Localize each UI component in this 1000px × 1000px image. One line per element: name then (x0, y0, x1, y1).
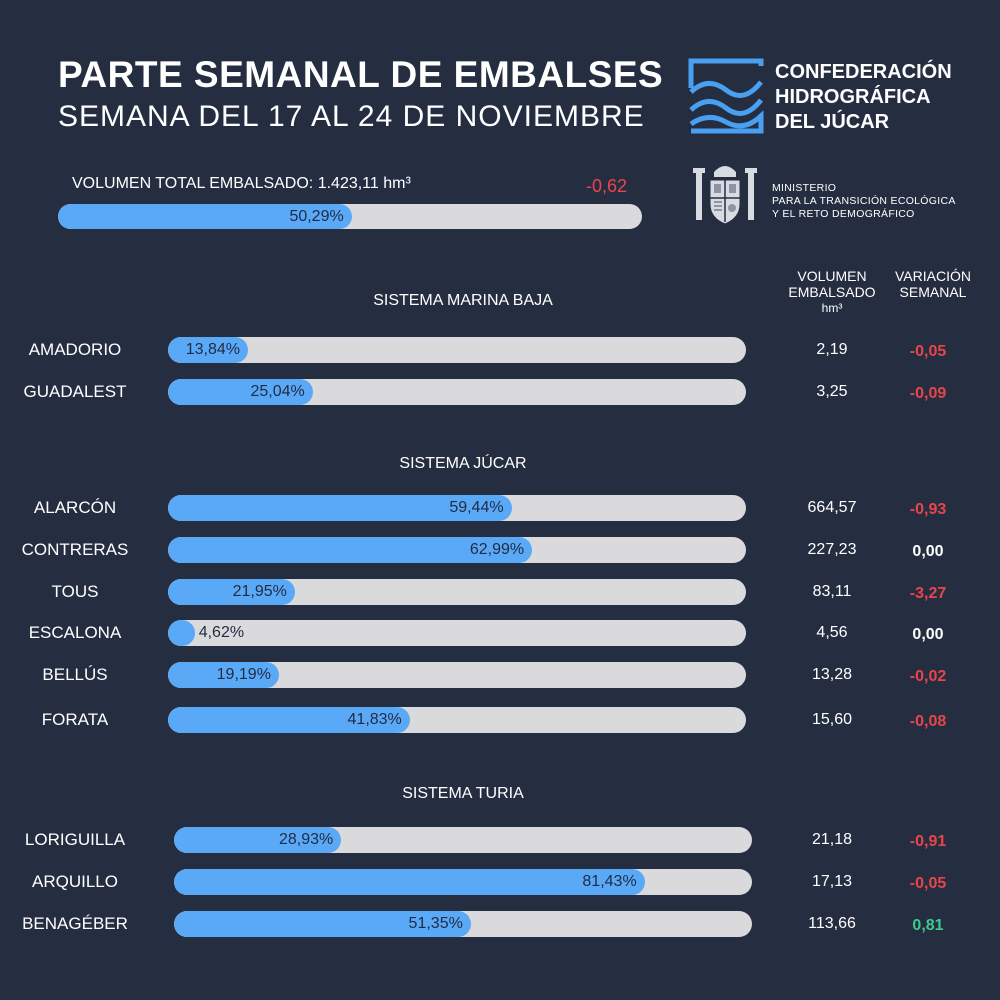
reservoir-name: ARQUILLO (32, 872, 118, 891)
chj-name-line: CONFEDERACIÓN (775, 61, 952, 83)
reservoir-name: ESCALONA (28, 623, 122, 642)
reservoir-volume: 113,66 (808, 915, 856, 932)
reservoir-percent-label: 19,19% (216, 666, 271, 683)
total-bar-fill (58, 204, 352, 229)
chj-name-line: DEL JÚCAR (775, 111, 890, 133)
reservoir-bar-track: 4,62% (168, 620, 746, 646)
reservoir-weekly-change: -3,27 (909, 585, 947, 602)
reservoir-bar-track: 62,99% (168, 537, 746, 563)
reservoir-weekly-change: -0,05 (909, 875, 947, 892)
reservoir-percent-label: 25,04% (250, 383, 305, 400)
reservoir-name: LORIGUILLA (24, 830, 126, 849)
reservoir-weekly-change: 0,81 (912, 917, 944, 934)
reservoir-weekly-change: -0,91 (909, 833, 947, 850)
reservoir-bar-fill (168, 707, 410, 733)
reservoir-bar-track: 81,43% (174, 869, 752, 895)
total-bar-track: 50,29% (58, 204, 642, 229)
reservoir-weekly-change: -0,93 (909, 501, 947, 518)
reservoir-volume: 21,18 (811, 831, 853, 848)
volume-header-line: VOLUMEN (797, 268, 867, 284)
system-title: SISTEMA MARINA BAJA (373, 292, 553, 309)
reservoir-weekly-change: -0,02 (909, 668, 947, 685)
reservoir-volume: 13,28 (811, 666, 853, 683)
reservoir-percent-label: 13,84% (185, 341, 240, 358)
reservoir-name: BELLÚS (42, 665, 108, 684)
total-volume-label: VOLUMEN TOTAL EMBALSADO: 1.423,11 hm³ (72, 175, 411, 192)
change-header-line: VARIACIÓN (895, 268, 971, 284)
reservoir-bar-fill (174, 911, 471, 937)
reservoir-volume: 4,56 (816, 624, 848, 641)
reservoir-volume: 17,13 (811, 873, 853, 890)
reservoir-weekly-change: -0,08 (909, 713, 947, 730)
reservoir-percent-label: 59,44% (449, 499, 504, 516)
page-title: PARTE SEMANAL DE EMBALSES (58, 54, 664, 95)
reservoir-bar-fill (168, 337, 248, 363)
reservoir-bar-track: 51,35% (174, 911, 752, 937)
reservoir-weekly-change: 0,00 (912, 543, 944, 560)
reservoir-volume: 83,11 (812, 583, 852, 600)
total-volume-change: -0,62 (586, 176, 628, 196)
reservoir-name: AMADORIO (28, 340, 122, 359)
reservoir-name: ALARCÓN (33, 498, 117, 517)
reservoir-bar-fill (168, 579, 295, 605)
reservoir-weekly-change: 0,00 (912, 626, 944, 643)
ministry-name: MINISTERIO PARA LA TRANSICIÓN ECOLÓGICA … (772, 182, 956, 221)
reservoir-volume: 15,60 (811, 711, 853, 728)
chj-name-line: HIDROGRÁFICA (775, 86, 931, 108)
chj-organization-name: CONFEDERACIÓN HIDROGRÁFICA DEL JÚCAR (775, 60, 952, 135)
total-bar-percent-label: 50,29% (289, 207, 344, 225)
reservoir-percent-label: 62,99% (469, 541, 525, 558)
ministry-name-line: Y EL RETO DEMOGRÁFICO (772, 208, 915, 220)
reservoir-bar-track: 19,19% (168, 662, 746, 688)
page-subtitle: SEMANA DEL 17 AL 24 DE NOVIEMBRE (58, 100, 645, 133)
reservoir-bar-track: 21,95% (168, 579, 746, 605)
chj-waves-logo-icon (688, 58, 764, 134)
reservoir-percent-label: 41,83% (347, 711, 402, 728)
reservoir-name: CONTRERAS (21, 540, 129, 559)
volume-header-unit: hm³ (821, 301, 843, 315)
reservoir-bar-fill (168, 620, 195, 646)
reservoir-bar-track: 13,84% (168, 337, 746, 363)
reservoir-volume: 3,25 (816, 383, 848, 400)
reservoir-percent-label: 4,62% (198, 624, 245, 641)
reservoir-name: FORATA (41, 710, 109, 729)
change-column-header: VARIACIÓN SEMANAL (895, 268, 971, 300)
change-header-line: SEMANAL (899, 284, 967, 300)
reservoir-percent-label: 81,43% (582, 873, 637, 890)
ministry-name-line: PARA LA TRANSICIÓN ECOLÓGICA (772, 195, 956, 207)
reservoir-weekly-change: -0,09 (909, 385, 947, 402)
reservoir-bar-track: 25,04% (168, 379, 746, 405)
reservoir-percent-label: 21,95% (232, 583, 287, 600)
coat-of-arms-icon (693, 166, 757, 225)
reservoir-bar-fill (174, 869, 645, 895)
reservoir-percent-label: 28,93% (278, 831, 334, 848)
reservoir-bar-fill (168, 662, 279, 688)
reservoir-bar-fill (174, 827, 342, 853)
volume-header-line: EMBALSADO (788, 284, 876, 300)
reservoir-percent-label: 51,35% (408, 915, 463, 932)
system-title: SISTEMA TURIA (402, 785, 524, 802)
reservoir-bar-track: 28,93% (174, 827, 752, 853)
reservoir-bar-fill (168, 379, 313, 405)
reservoir-name: TOUS (51, 582, 99, 601)
system-title: SISTEMA JÚCAR (399, 455, 527, 472)
reservoir-bar-fill (168, 537, 533, 563)
reservoir-name: GUADALEST (23, 382, 127, 401)
reservoir-volume: 2,19 (816, 341, 848, 358)
reservoir-volume: 664,57 (807, 499, 857, 516)
reservoir-bar-track: 41,83% (168, 707, 746, 733)
reservoir-bar-track: 59,44% (168, 495, 746, 521)
reservoir-bar-fill (168, 495, 512, 521)
reservoir-weekly-change: -0,05 (909, 343, 947, 360)
volume-column-header: VOLUMEN EMBALSADO hm³ (788, 268, 875, 316)
ministry-name-line: MINISTERIO (772, 182, 837, 194)
reservoir-name: BENAGÉBER (22, 914, 128, 933)
reservoir-volume: 227,23 (807, 541, 857, 558)
